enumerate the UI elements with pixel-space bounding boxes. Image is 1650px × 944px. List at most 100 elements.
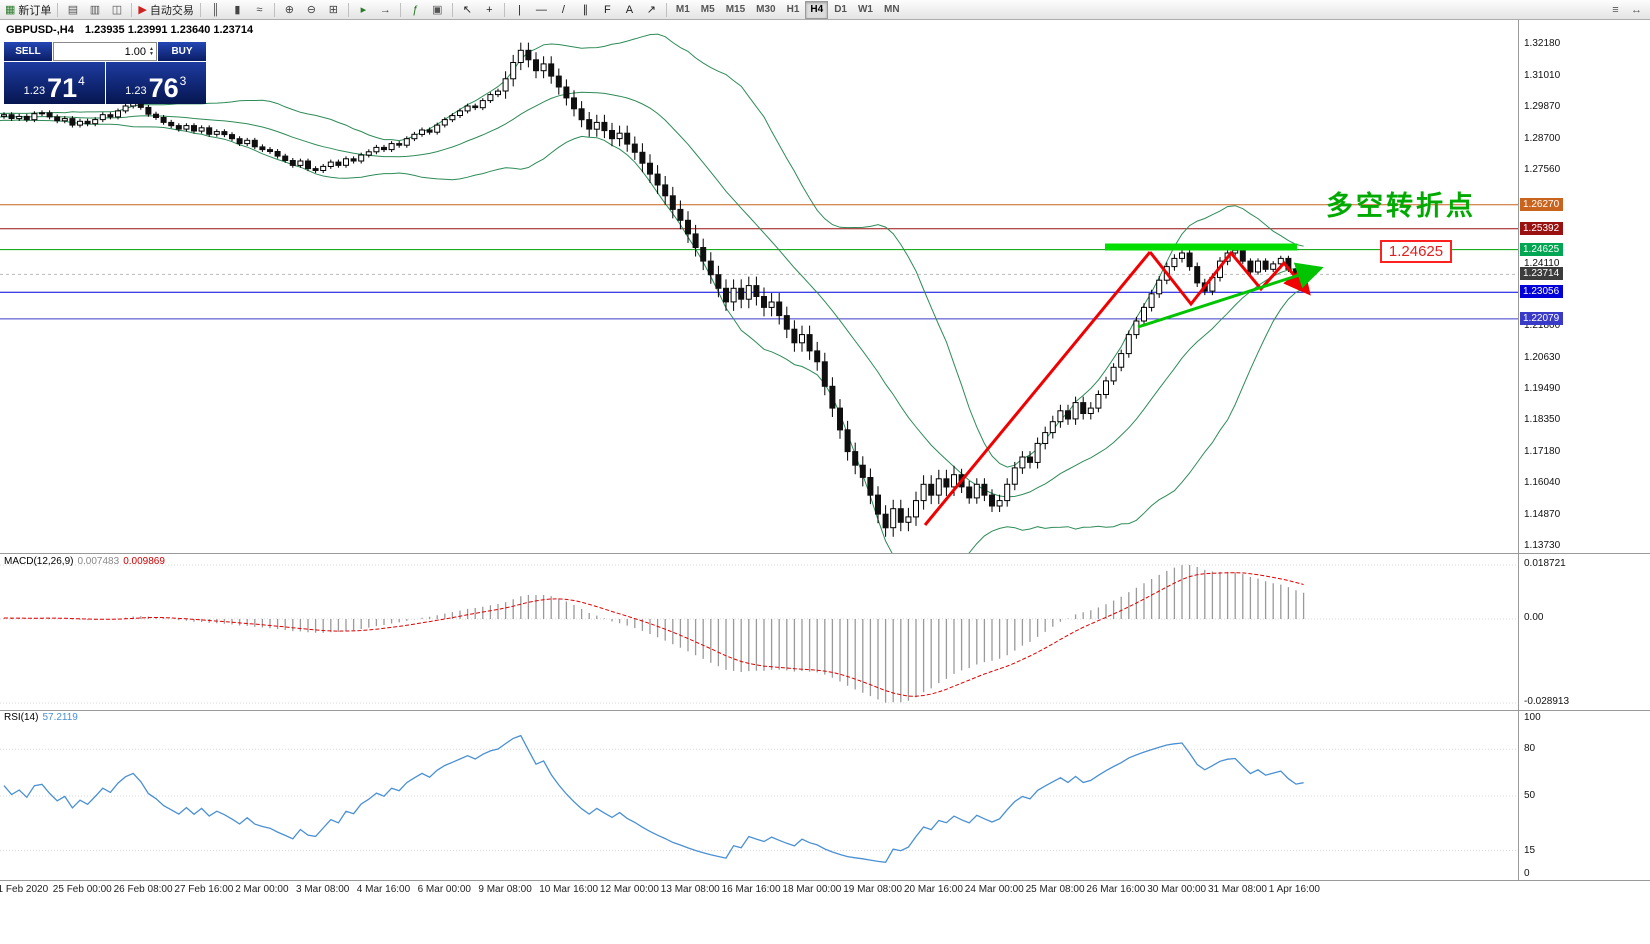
- timeframe-h4-button[interactable]: H4: [805, 0, 829, 19]
- zoom-out-button[interactable]: ⊖: [306, 4, 316, 16]
- new-order-button[interactable]: ▦ 新订单: [3, 1, 53, 18]
- bull-candle: [403, 138, 410, 146]
- auto-scroll-button[interactable]: ▸: [360, 4, 367, 16]
- bear-candle: [1247, 260, 1254, 273]
- bull-candle: [244, 139, 251, 145]
- channel-tool[interactable]: ∥: [582, 4, 589, 16]
- bull-candle: [540, 63, 547, 72]
- macd-signal-value: 0.009869: [123, 556, 165, 567]
- arrows-tool[interactable]: ↗: [646, 4, 656, 16]
- bear-candle: [236, 138, 243, 145]
- templates-icon[interactable]: ▣: [432, 4, 443, 16]
- bear-candle: [829, 385, 836, 409]
- buy-price-prefix: 1.23: [125, 85, 147, 97]
- timeframe-mn-button[interactable]: MN: [883, 4, 900, 15]
- sell-price-prefix: 1.23: [23, 85, 46, 97]
- bull-candle: [495, 90, 501, 96]
- bull-candle: [890, 508, 897, 529]
- timeframe-h1-button[interactable]: H1: [786, 4, 800, 15]
- rsi-indicator-label: RSI(14) 57.2119: [4, 712, 78, 723]
- bull-candle: [1103, 380, 1109, 395]
- trendline-tool[interactable]: /: [561, 3, 565, 16]
- bear-candle: [274, 151, 281, 157]
- bear-candle: [882, 513, 889, 529]
- support-arrow-green[interactable]: [1137, 262, 1324, 329]
- candles: [1, 49, 1307, 529]
- line-chart-icon[interactable]: ≈: [256, 3, 263, 16]
- timeframe-m5-button[interactable]: M5: [700, 4, 715, 15]
- bear-candle: [981, 483, 988, 496]
- hand-tool-icon[interactable]: ↔: [1631, 4, 1642, 16]
- bull-candle: [365, 151, 372, 156]
- fibonacci-tool[interactable]: F: [604, 3, 611, 16]
- sell-button[interactable]: SELL: [4, 42, 52, 61]
- indicators-button[interactable]: ƒ: [412, 3, 419, 16]
- bear-candle: [23, 115, 30, 121]
- resistance-price-label[interactable]: 1.24625: [1380, 240, 1452, 263]
- market-watch-icon[interactable]: ▤: [67, 4, 79, 16]
- autotrading-button[interactable]: ▶ 自动交易: [136, 1, 195, 18]
- bear-candle: [191, 125, 197, 132]
- text-tool[interactable]: A: [625, 3, 634, 16]
- sell-price-button[interactable]: 1.23 71 4: [4, 62, 105, 104]
- docking-icon[interactable]: ≡: [1612, 4, 1619, 16]
- bull-candle: [343, 158, 349, 166]
- uptrend-line-red[interactable]: [923, 251, 1152, 526]
- bear-candle: [791, 328, 798, 344]
- bear-candle: [426, 129, 433, 133]
- timeframe-m1-button[interactable]: M1: [675, 4, 690, 15]
- bear-candle: [548, 63, 555, 77]
- bull-candle: [745, 285, 752, 300]
- bear-candle: [806, 334, 813, 352]
- bull-candle: [92, 119, 99, 125]
- bear-candle: [282, 155, 289, 162]
- bull-candle: [419, 129, 425, 135]
- candlestick-chart-icon[interactable]: ▮: [234, 4, 241, 16]
- bear-candle: [821, 361, 828, 387]
- bull-candle: [1141, 306, 1147, 322]
- bar-chart-icon[interactable]: ║: [211, 3, 220, 16]
- bear-candle: [221, 131, 228, 136]
- timeframe-m15-button[interactable]: M15: [725, 4, 746, 15]
- bull-candle: [1171, 257, 1178, 268]
- bull-candle: [373, 146, 380, 153]
- bear-candle: [586, 119, 593, 130]
- bear-candle: [738, 287, 745, 300]
- bull-candle: [434, 124, 441, 133]
- tile-windows-icon[interactable]: ⊞: [328, 4, 338, 16]
- crosshair-button[interactable]: +: [486, 3, 493, 16]
- volume-spinner[interactable]: ▲ ▼: [149, 45, 154, 57]
- bear-candle: [715, 274, 722, 289]
- bull-candle: [1125, 334, 1132, 355]
- terminal-icon[interactable]: ◫: [111, 4, 123, 16]
- toolbar-separator: [503, 2, 505, 17]
- buy-price-button[interactable]: 1.23 76 3: [105, 62, 206, 104]
- bear-candle: [350, 158, 357, 162]
- horizontal-line-tool[interactable]: —: [535, 3, 547, 16]
- timeframe-m30-button[interactable]: M30: [756, 4, 776, 15]
- zoom-in-button[interactable]: ⊕: [284, 4, 294, 16]
- timeframe-w1-button[interactable]: W1: [857, 4, 873, 15]
- bull-candle: [479, 100, 486, 109]
- timeframe-d1-button[interactable]: D1: [834, 4, 847, 15]
- spin-down-icon[interactable]: ▼: [149, 50, 154, 57]
- zigzag-arrow-red[interactable]: [1148, 250, 1311, 307]
- vertical-line-tool[interactable]: |: [517, 3, 521, 16]
- bear-candle: [153, 113, 159, 118]
- bull-candle: [213, 131, 220, 135]
- cursor-button[interactable]: ↖: [462, 4, 472, 16]
- volume-input[interactable]: 1.00 ▲ ▼: [53, 42, 157, 61]
- bear-candle: [229, 134, 235, 140]
- bull-candle: [457, 110, 463, 117]
- spin-up-icon[interactable]: ▲: [149, 45, 154, 52]
- bear-candle: [525, 49, 532, 61]
- chart-shift-button[interactable]: →: [379, 3, 391, 16]
- buy-button[interactable]: BUY: [158, 42, 206, 61]
- price-axis-border: [1518, 20, 1519, 880]
- bear-candle: [601, 121, 608, 132]
- bear-candle: [837, 407, 843, 431]
- turning-point-annotation[interactable]: 多空转折点: [1326, 191, 1476, 221]
- navigator-icon[interactable]: ▥: [89, 4, 101, 16]
- bull-candle: [1232, 249, 1239, 254]
